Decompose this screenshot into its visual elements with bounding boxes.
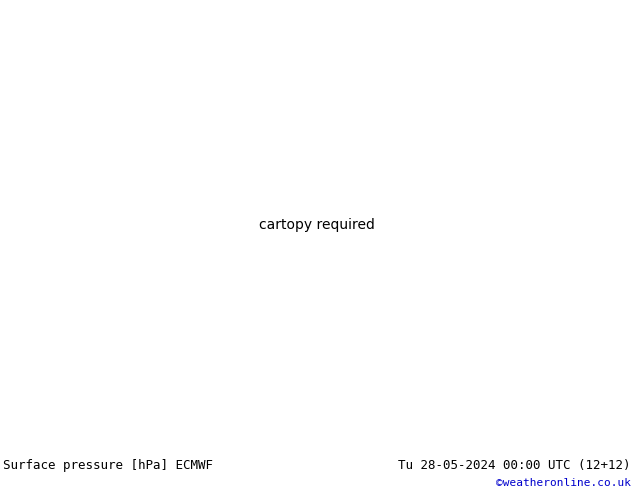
Text: cartopy required: cartopy required	[259, 218, 375, 232]
Text: Surface pressure [hPa] ECMWF: Surface pressure [hPa] ECMWF	[3, 459, 213, 472]
Text: Tu 28-05-2024 00:00 UTC (12+12): Tu 28-05-2024 00:00 UTC (12+12)	[398, 459, 631, 472]
Text: ©weatheronline.co.uk: ©weatheronline.co.uk	[496, 478, 631, 488]
